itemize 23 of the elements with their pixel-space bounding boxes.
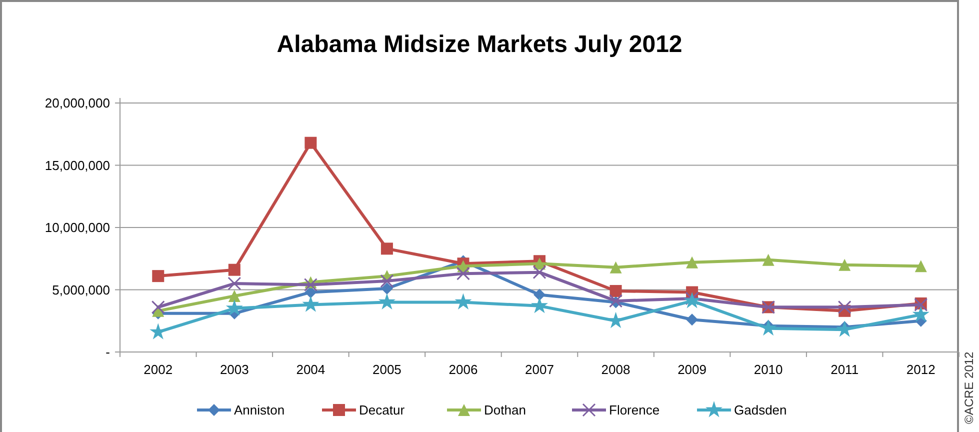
x-tick-label: 2007 [525, 362, 554, 377]
text: ©ACRE 2012 [962, 351, 976, 424]
legend-label: Florence [609, 402, 660, 418]
legend-label: Decatur [359, 402, 406, 418]
x-tick-label: 2004 [296, 362, 326, 377]
x-tick-label: 2012 [906, 362, 936, 377]
y-tick-label: 15,000,000 [44, 158, 110, 173]
chart-title: Alabama Midsize Markets July 2012 [276, 31, 682, 58]
x-tick-label: 2010 [754, 362, 783, 377]
legend-label: Gadsden [734, 402, 787, 418]
y-tick-label: 5,000,000 [52, 282, 110, 298]
x-tick-label: 2006 [448, 362, 478, 377]
y-tick-label: 10,000,000 [44, 220, 110, 236]
legend-label: Anniston [234, 402, 285, 418]
y-tick-label: - [106, 344, 110, 360]
x-tick-label: 2003 [220, 362, 249, 377]
y-tick-label: 20,000,000 [44, 96, 110, 111]
x-tick-label: 2009 [678, 362, 707, 377]
x-tick-label: 2011 [830, 362, 859, 377]
x-tick-label: 2005 [372, 362, 402, 377]
x-tick-label: 2008 [601, 362, 630, 377]
legend-label: Dothan [484, 402, 526, 418]
x-tick-label: 2002 [144, 362, 173, 377]
